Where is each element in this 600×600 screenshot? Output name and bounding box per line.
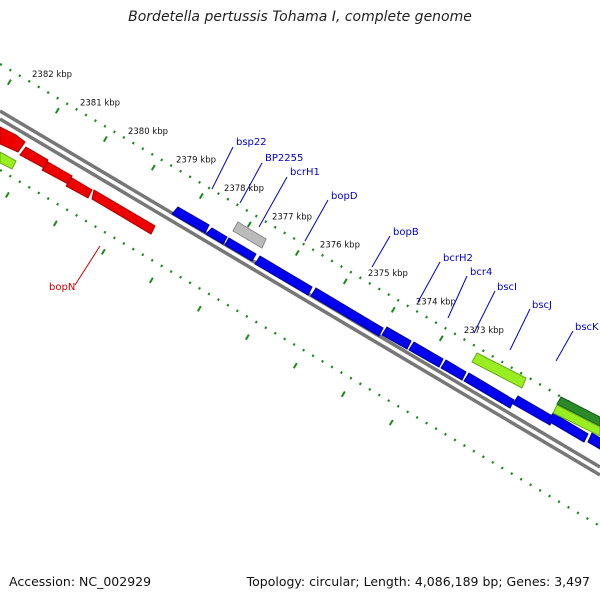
- leader-bcr4: [447, 275, 468, 319]
- gene-arrow-lightgreen[interactable]: [552, 404, 600, 437]
- leader-bcrH2: [417, 261, 441, 303]
- genome-summary-text: Topology: circular; Length: 4,086,189 bp…: [246, 574, 590, 589]
- major-tick-inner: [292, 362, 298, 369]
- gene-label-bscK: bscK: [575, 322, 599, 333]
- tick-label: 2376 kbp: [320, 241, 360, 251]
- gene-arrow-bcrH1[interactable]: [224, 237, 257, 262]
- outer-dot-track: [0, 62, 600, 422]
- gene-arrow[interactable]: [0, 126, 26, 153]
- major-tick: [342, 278, 348, 285]
- gene-arrow[interactable]: [587, 432, 600, 450]
- gene-label-bscJ: bscJ: [532, 300, 552, 311]
- gene-arrow-lightgreen[interactable]: [471, 352, 527, 389]
- map-title: Bordetella pertussis Tohama I, complete …: [128, 9, 472, 25]
- gene-arrow-bopB[interactable]: [310, 287, 384, 337]
- major-tick-inner: [52, 220, 58, 227]
- tick-label: 2380 kbp: [128, 127, 168, 137]
- forward-track: [171, 206, 600, 450]
- gene-label-bcr4: bcr4: [470, 267, 492, 278]
- gene-label-bopB: bopB: [393, 227, 419, 238]
- accession-text: Accession: NC_002929: [9, 574, 152, 589]
- leader-bcrH1: [258, 176, 288, 228]
- major-tick-inner: [148, 277, 154, 284]
- gene-arrow-darkgreen[interactable]: [556, 396, 600, 427]
- major-tick: [438, 335, 444, 342]
- leader-bscJ: [509, 308, 531, 351]
- major-tick: [390, 306, 396, 313]
- major-tick-inner: [4, 191, 10, 199]
- tick-group: 2382 kbp 2381 kbp 2380 kbp 2379 kbp 2378 kbp…: [4, 70, 504, 426]
- gene-arrow-bscK[interactable]: [547, 412, 589, 443]
- gene-arrow-bopD[interactable]: [254, 255, 313, 296]
- gene-arrow[interactable]: [463, 372, 515, 409]
- leader-bscI: [473, 290, 496, 334]
- backbone-inner: [0, 117, 600, 477]
- reverse-track: [0, 126, 156, 235]
- major-tick: [102, 136, 108, 143]
- major-tick-inner: [388, 419, 394, 426]
- tick-label: 2379 kbp: [176, 155, 216, 165]
- tick-label: 2373 kbp: [464, 326, 504, 336]
- tick-label: 2382 kbp: [32, 70, 72, 80]
- gene-label-bcrH1: bcrH1: [290, 167, 320, 178]
- gene-arrow-bsp22[interactable]: [171, 206, 210, 234]
- leader-bopD: [304, 199, 329, 242]
- gene-label-bsp22: bsp22: [236, 137, 267, 148]
- major-tick: [246, 221, 252, 228]
- major-tick-inner: [196, 305, 202, 312]
- leader-bsp22: [211, 146, 234, 190]
- gene-arrow[interactable]: [65, 177, 93, 199]
- gene-label-BP2255: BP2255: [265, 153, 303, 164]
- tick-label: 2375 kbp: [368, 269, 408, 279]
- major-tick: [294, 249, 300, 257]
- gene-arrow-bscI[interactable]: [440, 359, 467, 381]
- gene-arrow[interactable]: [41, 161, 73, 185]
- major-tick-inner: [100, 248, 106, 255]
- gene-label-bopN: bopN: [49, 282, 75, 293]
- gene-label-bopD: bopD: [331, 191, 358, 202]
- major-tick: [6, 79, 12, 86]
- tick-label: 2381 kbp: [80, 98, 120, 108]
- gene-arrow-bscJ[interactable]: [512, 395, 555, 426]
- gene-label-bcrH2: bcrH2: [443, 253, 473, 264]
- major-tick: [150, 164, 156, 171]
- tick-label: 2378 kbp: [224, 184, 264, 194]
- leader-bscK: [555, 330, 574, 362]
- major-tick-inner: [340, 391, 346, 398]
- major-tick: [198, 192, 204, 200]
- gene-arrow-bcr4[interactable]: [408, 341, 444, 368]
- tick-label: 2374 kbp: [416, 298, 456, 308]
- leader-BP2255: [239, 162, 263, 204]
- major-tick: [54, 107, 60, 114]
- gene-arrow-bopN[interactable]: [91, 189, 156, 235]
- gene-arrow-bcrH2[interactable]: [381, 326, 412, 350]
- major-tick-inner: [244, 334, 250, 341]
- gene-arrow[interactable]: [19, 146, 49, 169]
- leader-bopN: [74, 245, 101, 286]
- leader-bopB: [371, 235, 391, 268]
- label-leaders: [74, 146, 574, 362]
- gene-arrow-BP2255[interactable]: [232, 221, 267, 249]
- inner-dot-track: [0, 168, 600, 528]
- gene-label-bscI: bscI: [497, 282, 517, 293]
- gene-arrow[interactable]: [205, 227, 228, 245]
- tick-label: 2377 kbp: [272, 212, 312, 222]
- gene-arrow-lightgreen[interactable]: [0, 151, 17, 170]
- gene-labels: bsp22 BP2255 bcrH1 bopD bopB bcrH2 bcr4 …: [49, 137, 599, 333]
